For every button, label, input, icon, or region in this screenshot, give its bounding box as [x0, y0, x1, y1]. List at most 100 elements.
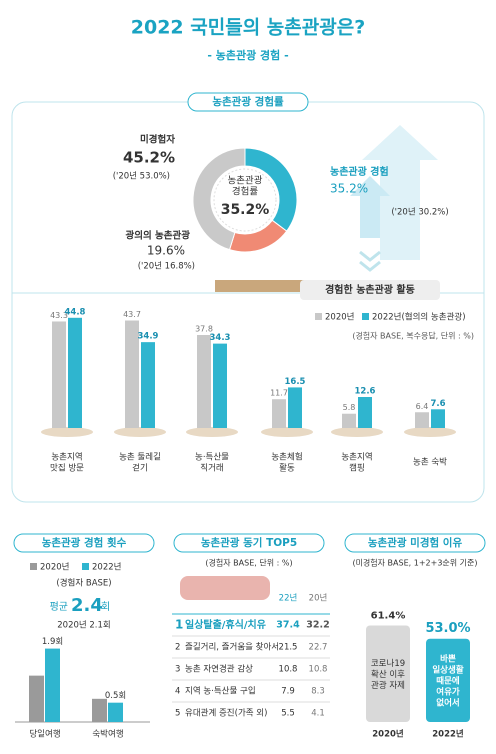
- illustration-base: [331, 427, 383, 437]
- column-header: 20년: [309, 593, 328, 604]
- chart-note: (경험자 BASE, 복수응답, 단위 : %): [352, 331, 474, 341]
- legend-label: 2022년: [92, 562, 121, 573]
- section-title: 농촌관광 경험 횟수: [42, 536, 127, 549]
- bar-value: 6.4: [416, 402, 429, 411]
- bar: [197, 335, 211, 428]
- rank: 5: [175, 709, 180, 719]
- segment-value: 35.2%: [330, 182, 368, 196]
- bar: [141, 342, 155, 428]
- bar-value: 11.7: [270, 389, 288, 398]
- chevron: [359, 250, 381, 262]
- bar-value: 12.6: [355, 387, 376, 397]
- previous-average: 2020년 2.1회: [57, 620, 111, 631]
- category-label: 2020년: [372, 729, 404, 740]
- section-title: 농촌관광 경험률: [212, 95, 284, 108]
- motive-value: 7.9: [281, 687, 295, 697]
- segment-value: 45.2%: [123, 149, 175, 167]
- bar: [272, 399, 286, 428]
- bar: [288, 387, 302, 428]
- section-pill: [173, 533, 325, 553]
- bar: [358, 397, 372, 428]
- category-label: 2022년: [432, 729, 464, 740]
- motive-label: 농촌 자연경관 감상: [185, 664, 253, 675]
- motive-value: 10.8: [279, 665, 298, 675]
- motive-label: 유대관계 증진(가족 외): [185, 708, 267, 719]
- donut-segment: [228, 219, 288, 253]
- bar-value: 7.6: [430, 399, 445, 409]
- motive-value: 22.7: [309, 643, 328, 653]
- segment-previous: ('20년 30.2%): [391, 207, 448, 218]
- bar-value: 44.8: [65, 307, 86, 317]
- table-note: (경험자 BASE, 단위 : %): [205, 558, 292, 568]
- average-value: 2.4: [71, 595, 103, 616]
- segment-label: 농촌관광 경험: [330, 165, 389, 178]
- rank: 4: [175, 687, 180, 697]
- motive-value: 32.2: [306, 620, 329, 631]
- arrow-decoration: [350, 176, 390, 238]
- rank: 2: [175, 643, 180, 653]
- bar-value: 34.3: [210, 333, 231, 343]
- rank: 3: [175, 665, 180, 675]
- category-label: 농촌체험 활동: [271, 451, 302, 473]
- legend-swatch: [362, 313, 369, 320]
- bar-inner-label: 바쁜 일상생활 때문에 여유가 없어서: [432, 653, 463, 708]
- illustration-base: [404, 427, 456, 437]
- legend-swatch: [82, 563, 89, 570]
- segment-value: 19.6%: [147, 244, 185, 258]
- section-pill: [344, 533, 486, 553]
- category-label: 농촌지역 맛집 방문: [50, 451, 84, 473]
- category-label: 농촌지역 캠핑: [341, 451, 372, 473]
- section-title: 농촌관광 미경험 이유: [368, 536, 463, 549]
- motive-value: 8.3: [311, 687, 325, 697]
- legend-label: 2020년: [325, 312, 354, 323]
- illustration-base: [114, 427, 166, 437]
- donut-center-label: 농촌관광 경험률: [228, 174, 263, 197]
- activity-title: 경험한 농촌관광 활동: [325, 283, 415, 296]
- category-label: 농촌 숙박: [413, 457, 447, 468]
- donut-inner-ring: [213, 168, 277, 232]
- column-header: 22년: [279, 593, 298, 604]
- illustration-base: [261, 427, 313, 437]
- segment-previous: ('20년 16.8%): [138, 261, 195, 272]
- bar: [213, 343, 227, 428]
- bar: [431, 409, 445, 428]
- legend-swatch: [30, 563, 37, 570]
- motive-value: 10.8: [309, 665, 328, 675]
- motive-label: 일상탈출/휴식/치유: [185, 618, 266, 631]
- rank: 1: [175, 618, 183, 632]
- bar: [68, 317, 82, 428]
- motive-value: 5.5: [281, 709, 295, 719]
- bar-value: 5.8: [343, 403, 356, 412]
- subtitle: - 농촌관광 경험 -: [207, 48, 288, 62]
- bar: [92, 698, 107, 722]
- bar-value: 53.0%: [425, 621, 470, 636]
- section-pill: [187, 92, 309, 112]
- segment-label: 광의의 농촌관광: [126, 230, 191, 242]
- chevron: [359, 260, 381, 272]
- motive-label: 즐길거리, 즐거움을 찾아서: [185, 642, 279, 653]
- section-title: 농촌관광 동기 TOP5: [201, 536, 297, 549]
- average-label: 평균: [50, 601, 68, 613]
- section-pill: [13, 533, 155, 553]
- donut-center-value: 35.2%: [221, 202, 270, 218]
- bar-value: 61.4%: [371, 611, 406, 622]
- donut-segment: [192, 147, 246, 251]
- bar-inner-label: 코로나19 확산 이후 관광 자제: [371, 658, 405, 690]
- motive-value: 37.4: [276, 620, 300, 631]
- chart-note: (경험자 BASE): [56, 578, 111, 589]
- category-label: 농·특산물 직거래: [195, 451, 229, 473]
- bar: [366, 625, 410, 722]
- category-label: 농촌 둘레길 걷기: [119, 452, 161, 473]
- bar: [125, 320, 139, 428]
- bar: [45, 648, 60, 722]
- chart-note: (미경험자 BASE, 1+2+3순위 기준): [352, 558, 477, 568]
- motive-value: 4.1: [311, 709, 325, 719]
- legend-swatch: [315, 313, 322, 320]
- arrow-decoration: [362, 125, 438, 260]
- bar-value: 16.5: [285, 377, 306, 387]
- activity-title-box: [300, 280, 440, 300]
- bar: [29, 675, 44, 722]
- illustration-base: [186, 427, 238, 437]
- bar-value: 43.3: [50, 311, 68, 320]
